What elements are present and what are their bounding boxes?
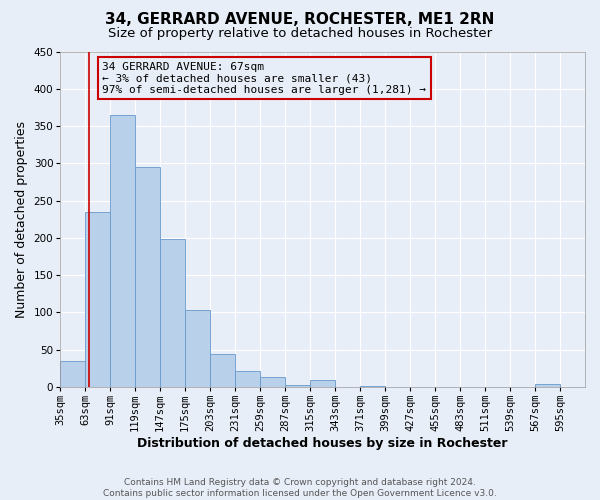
Bar bbox=[535, 384, 560, 387]
X-axis label: Distribution of detached houses by size in Rochester: Distribution of detached houses by size … bbox=[137, 437, 508, 450]
Text: 34 GERRARD AVENUE: 67sqm
← 3% of detached houses are smaller (43)
97% of semi-de: 34 GERRARD AVENUE: 67sqm ← 3% of detache… bbox=[102, 62, 426, 95]
Y-axis label: Number of detached properties: Number of detached properties bbox=[15, 120, 28, 318]
Bar bbox=[185, 310, 210, 387]
Bar bbox=[310, 380, 335, 387]
Text: Contains HM Land Registry data © Crown copyright and database right 2024.
Contai: Contains HM Land Registry data © Crown c… bbox=[103, 478, 497, 498]
Text: Size of property relative to detached houses in Rochester: Size of property relative to detached ho… bbox=[108, 28, 492, 40]
Bar bbox=[135, 167, 160, 387]
Bar bbox=[360, 386, 385, 387]
Bar bbox=[85, 212, 110, 387]
Bar bbox=[110, 115, 135, 387]
Bar bbox=[235, 370, 260, 387]
Bar bbox=[160, 240, 185, 387]
Bar bbox=[285, 385, 310, 387]
Bar bbox=[260, 376, 285, 387]
Text: 34, GERRARD AVENUE, ROCHESTER, ME1 2RN: 34, GERRARD AVENUE, ROCHESTER, ME1 2RN bbox=[106, 12, 494, 28]
Bar bbox=[210, 354, 235, 387]
Bar bbox=[60, 361, 85, 387]
